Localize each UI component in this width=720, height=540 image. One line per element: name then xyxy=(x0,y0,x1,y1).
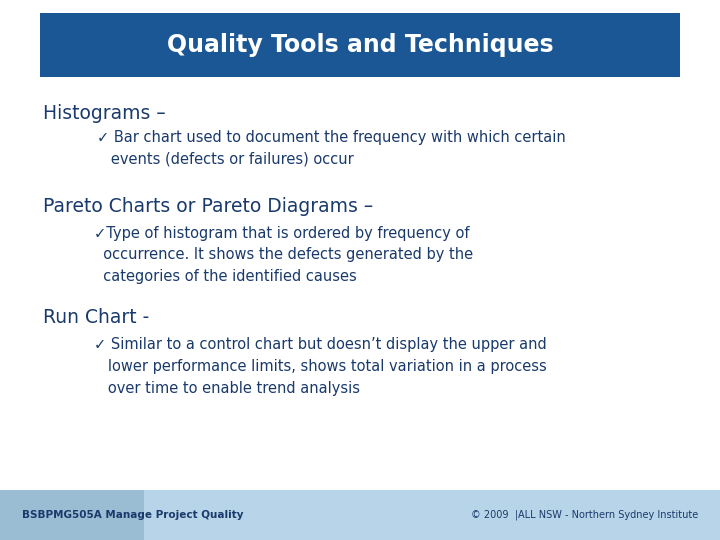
Text: BSBPMG505A Manage Project Quality: BSBPMG505A Manage Project Quality xyxy=(22,510,243,520)
FancyBboxPatch shape xyxy=(0,490,720,540)
Text: ✓ Bar chart used to document the frequency with which certain
   events (defects: ✓ Bar chart used to document the frequen… xyxy=(97,130,566,166)
Text: ✓ Similar to a control chart but doesn’t display the upper and
   lower performa: ✓ Similar to a control chart but doesn’t… xyxy=(94,338,546,396)
FancyBboxPatch shape xyxy=(40,13,680,77)
Text: Pareto Charts or Pareto Diagrams –: Pareto Charts or Pareto Diagrams – xyxy=(43,197,374,216)
Text: © 2009  |ALL NSW - Northern Sydney Institute: © 2009 |ALL NSW - Northern Sydney Instit… xyxy=(471,510,698,521)
Text: Histograms –: Histograms – xyxy=(43,104,166,123)
Text: ✓Type of histogram that is ordered by frequency of
  occurrence. It shows the de: ✓Type of histogram that is ordered by fr… xyxy=(94,226,473,284)
Text: Quality Tools and Techniques: Quality Tools and Techniques xyxy=(167,33,553,57)
FancyBboxPatch shape xyxy=(0,490,144,540)
Text: Run Chart -: Run Chart - xyxy=(43,308,150,327)
